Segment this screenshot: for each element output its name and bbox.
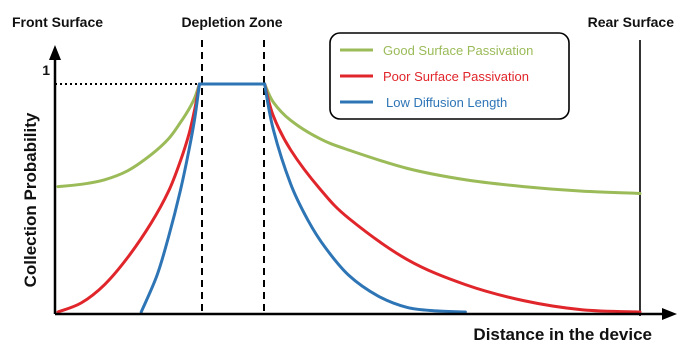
x-axis-arrow — [662, 308, 677, 320]
series-low-diffusion-length — [139, 82, 467, 314]
front-surface-label: Front Surface — [12, 14, 103, 30]
y-axis-arrow — [49, 45, 61, 60]
series-poor-surface-passivation-left-curve — [56, 82, 201, 314]
series-good-surface-passivation-right-curve — [263, 82, 642, 195]
legend: Good Surface Passivation Poor Surface Pas… — [329, 32, 570, 120]
legend-label-good-surface-passivation: Good Surface Passivation — [383, 43, 533, 58]
series-poor-surface-passivation-right-curve — [263, 82, 642, 314]
series-good-surface-passivation-left-curve — [56, 82, 201, 189]
rear-surface-label: Rear Surface — [588, 14, 675, 30]
series-low-diffusion-length-right-curve — [263, 82, 467, 314]
legend-items: Good Surface Passivation Poor Surface Pas… — [340, 43, 533, 110]
depletion-zone-label: Depletion Zone — [181, 14, 282, 30]
y-tick-label-1: 1 — [42, 62, 50, 78]
series-group — [56, 82, 642, 314]
series-low-diffusion-length-left-curve — [139, 82, 201, 314]
legend-label-low-diffusion-length: Low Diffusion Length — [386, 95, 507, 110]
x-axis-title: Distance in the device — [473, 325, 652, 344]
legend-label-poor-surface-passivation: Poor Surface Passivation — [383, 69, 529, 84]
legend-box — [329, 32, 570, 120]
y-axis-title: Collection Probability — [21, 112, 40, 287]
